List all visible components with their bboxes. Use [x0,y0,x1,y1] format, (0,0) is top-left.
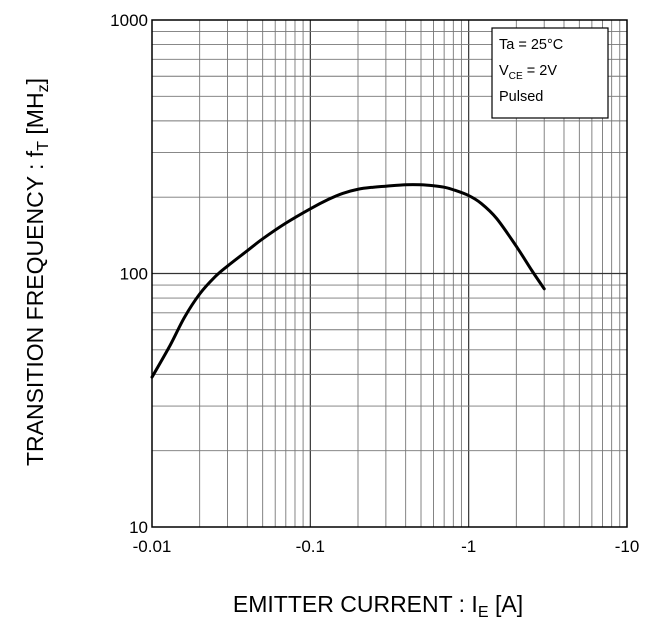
legend-line-pulsed: Pulsed [499,89,543,105]
conditions-legend: Ta = 25°C VCE = 2V Pulsed [492,28,608,118]
ft-vs-ie-curve [152,185,544,378]
x-axis-title: EMITTER CURRENT : IE [A] [233,591,523,619]
y-tick-label: 1000 [110,11,148,30]
y-tick-label: 10 [129,518,148,537]
x-tick-label: -0.1 [296,537,325,556]
legend-line-temperature: Ta = 25°C [499,37,563,53]
y-tick-label: 100 [120,265,148,284]
x-tick-label: -0.01 [133,537,172,556]
x-tick-label: -10 [615,537,640,556]
y-axis-title: TRANSITION FREQUENCY : fT [MHz] [22,78,52,466]
x-tick-label: -1 [461,537,476,556]
